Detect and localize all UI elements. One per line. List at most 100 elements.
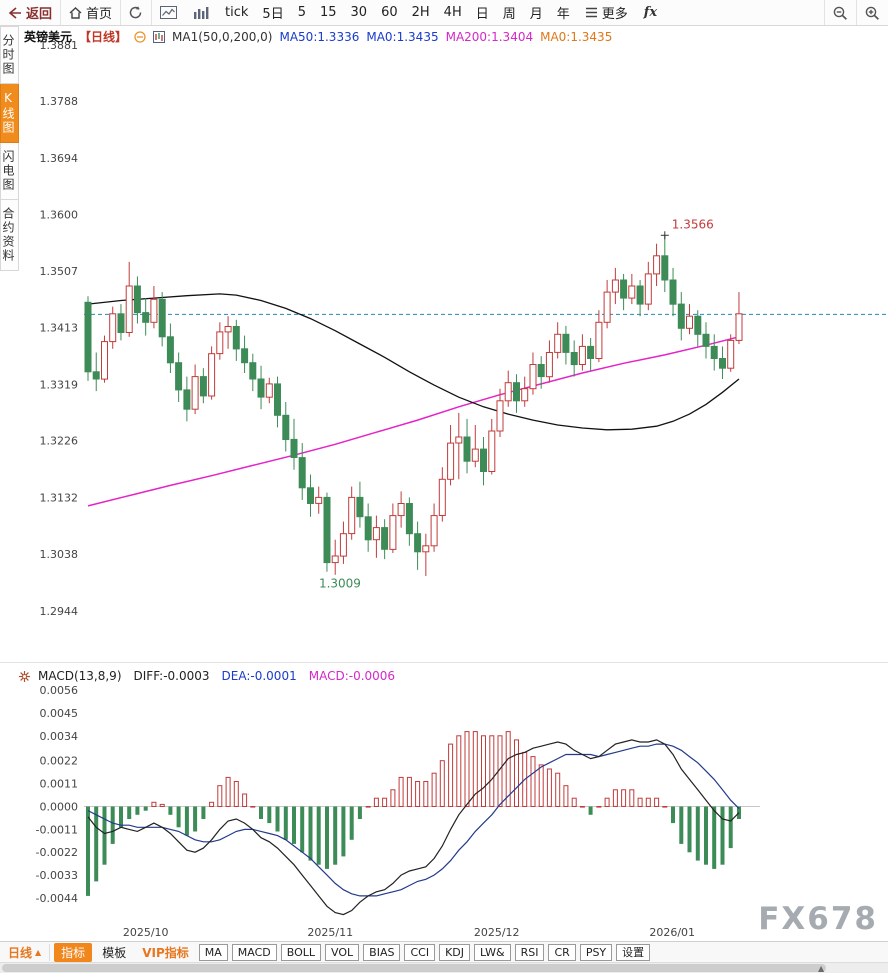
- bar-chart-icon: [194, 7, 209, 19]
- tab-模板[interactable]: 模板: [102, 945, 127, 960]
- home-icon: [69, 6, 82, 19]
- candlestick-series[interactable]: [84, 235, 743, 576]
- ma50-value-label: MA50:1.3336: [279, 29, 360, 44]
- tab-KDJ[interactable]: KDJ: [439, 943, 471, 961]
- svg-text:1.3038: 1.3038: [40, 548, 79, 561]
- ma-settings-label: MA1(50,0,200,0): [172, 29, 273, 44]
- period-button-4H[interactable]: 4H: [443, 5, 462, 20]
- time-axis: 2025/10 2025/11 2025/12 2026/01: [123, 926, 695, 939]
- mini-chart-icon[interactable]: [153, 30, 166, 43]
- ma50-price-label: MA0:1.3435: [366, 29, 439, 44]
- period-button-30[interactable]: 30: [350, 5, 368, 20]
- macd-value-label: MACD:-0.0006: [308, 669, 396, 683]
- period-button-周[interactable]: 周: [502, 7, 516, 22]
- tab-指标[interactable]: 指标: [54, 942, 93, 962]
- tab-VOL[interactable]: VOL: [325, 943, 360, 961]
- home-label: 首页: [86, 7, 113, 22]
- chart-type-bars-button[interactable]: [185, 0, 218, 25]
- ma200-price-label: MA0:1.3435: [540, 29, 613, 44]
- tab-LW&[interactable]: LW&: [474, 943, 511, 961]
- sidebar-item-合约资料[interactable]: 合约资料: [0, 200, 19, 271]
- zoom-out-button[interactable]: [824, 0, 856, 25]
- period-selector-label: 日线: [8, 945, 33, 960]
- tab-BOLL[interactable]: BOLL: [280, 943, 322, 961]
- macd-axis: 0.0056 0.0045 0.0034 0.0022 0.0011 0.0000 -0.0…: [36, 684, 78, 905]
- svg-text:1.3319: 1.3319: [40, 378, 79, 391]
- zoom-in-button[interactable]: [856, 0, 888, 25]
- svg-text:2025/11: 2025/11: [307, 926, 353, 939]
- high-price-label: 1.3566: [672, 217, 714, 231]
- svg-text:2025/12: 2025/12: [474, 926, 520, 939]
- svg-text:1.3600: 1.3600: [40, 209, 79, 222]
- more-button[interactable]: 更多: [577, 0, 636, 25]
- tab-PSY[interactable]: PSY: [579, 943, 613, 961]
- fx-button[interactable]: fx: [643, 5, 658, 20]
- indicator-tabs: 指标 模板 VIP指标 MA MACD BOLL VOL BIAS CCI KDJ LW& RSI CR…: [54, 942, 651, 962]
- home-button[interactable]: 首页: [60, 0, 120, 25]
- period-button-年[interactable]: 年: [556, 7, 570, 22]
- scrollbar-thumb[interactable]: [2, 964, 826, 972]
- chart-type-line-button[interactable]: [151, 0, 185, 25]
- sidebar-item-分时图[interactable]: 分时图: [0, 26, 19, 84]
- zoom-out-icon: [833, 6, 847, 20]
- svg-text:1.3788: 1.3788: [40, 95, 79, 108]
- back-label: 返回: [26, 7, 53, 22]
- watermark: FX678: [758, 901, 878, 937]
- tab-设置[interactable]: 设置: [616, 943, 651, 961]
- period-selector[interactable]: 日线 ▲: [4, 943, 51, 961]
- period-button-60[interactable]: 60: [381, 5, 398, 20]
- ma200-value-label: MA200:1.3404: [445, 29, 534, 44]
- tab-BIAS[interactable]: BIAS: [363, 943, 401, 961]
- svg-text:1.3226: 1.3226: [40, 435, 79, 448]
- scrollbar-grip-icon: ▲: [818, 964, 825, 973]
- tab-CR[interactable]: CR: [548, 943, 576, 961]
- period-button-5日[interactable]: 5日: [262, 7, 284, 22]
- svg-text:1.3132: 1.3132: [40, 491, 79, 504]
- period-button-15[interactable]: 15: [319, 5, 337, 20]
- tick-button[interactable]: tick: [225, 5, 249, 20]
- horizontal-scrollbar[interactable]: ▲: [0, 962, 888, 973]
- ma200-line: [87, 336, 740, 507]
- indicator-settings-icon[interactable]: [18, 670, 31, 683]
- tab-VIP指标[interactable]: VIP指标: [142, 945, 189, 960]
- svg-text:2025/10: 2025/10: [123, 926, 169, 939]
- diff-value-label: DIFF:-0.0003: [133, 669, 210, 683]
- back-button[interactable]: 返回: [0, 0, 60, 25]
- sidebar-item-K线图[interactable]: K线图: [0, 84, 19, 143]
- svg-text:0.0045: 0.0045: [40, 707, 79, 720]
- period-button-月[interactable]: 月: [529, 7, 543, 22]
- svg-text:1.3507: 1.3507: [40, 265, 79, 278]
- price-axis: 1.3881 1.3788 1.3694 1.3600 1.3507 1.3413 1.33…: [40, 39, 79, 618]
- svg-text:1.3413: 1.3413: [40, 322, 79, 335]
- svg-text:2026/01: 2026/01: [649, 926, 695, 939]
- svg-text:0.0022: 0.0022: [40, 755, 79, 768]
- svg-text:1.2944: 1.2944: [40, 605, 79, 618]
- menu-icon: [585, 7, 597, 18]
- low-price-label: 1.3009: [319, 577, 361, 591]
- symbol-name: 英镑美元: [24, 30, 73, 44]
- refresh-button[interactable]: [120, 0, 151, 25]
- period-button-2H[interactable]: 2H: [411, 5, 430, 20]
- line-chart-icon: [160, 6, 178, 19]
- triangle-up-icon: ▲: [35, 947, 42, 957]
- dea-value-label: DEA:-0.0001: [221, 669, 297, 683]
- price-chart-legend: 英镑美元 【日线】 MA1(50,0,200,0) MA50:1.3336 MA…: [24, 28, 612, 45]
- period-button-5[interactable]: 5: [297, 5, 306, 20]
- zoom-in-icon: [865, 6, 879, 20]
- sidebar-item-闪电图[interactable]: 闪电图: [0, 143, 19, 200]
- tab-MACD[interactable]: MACD: [231, 943, 277, 961]
- collapse-indicator-icon[interactable]: [134, 30, 146, 43]
- tab-RSI[interactable]: RSI: [514, 943, 545, 961]
- toolbar-periods: 5日 5 15 30 60 2H 4H 日周月年: [255, 0, 576, 25]
- tab-MA[interactable]: MA: [198, 943, 228, 961]
- toolbar: 返回 首页 tick 5日 5 15 30 60 2H 4H 日周月年 更多 fx: [0, 0, 888, 26]
- dea-line: [87, 743, 740, 897]
- svg-text:1.3694: 1.3694: [40, 152, 79, 165]
- back-arrow-icon: [8, 6, 21, 19]
- tab-CCI[interactable]: CCI: [404, 943, 436, 961]
- refresh-icon: [129, 6, 142, 19]
- period-button-日[interactable]: 日: [475, 7, 489, 22]
- svg-text:1.3881: 1.3881: [40, 39, 79, 52]
